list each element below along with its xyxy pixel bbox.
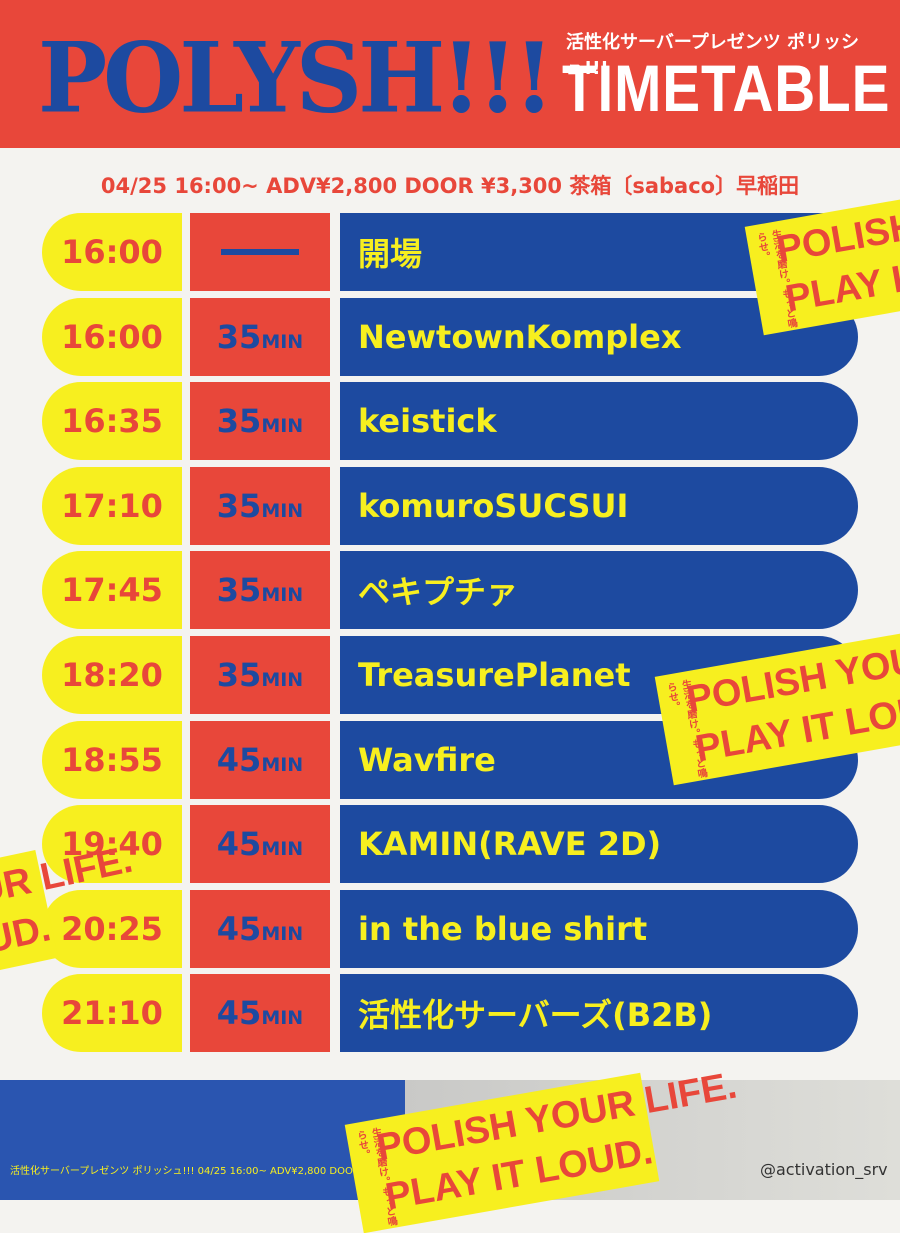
duration-number: 45	[216, 740, 262, 779]
time: 21:10	[42, 974, 182, 1053]
duration-number: 35	[216, 571, 262, 610]
time: 16:35	[42, 382, 182, 461]
title: TIMETABLE	[562, 51, 891, 125]
sticker-line: PLAY IT LOUD.	[0, 907, 55, 1004]
footer-text: 活性化サーバープレゼンツ ポリッシュ!!! 04/25 16:00~ ADV¥2…	[10, 1166, 398, 1177]
duration	[190, 213, 330, 291]
time: 17:10	[42, 466, 182, 545]
handle: @activation_srv	[760, 1160, 888, 1179]
duration-number: 35	[216, 486, 262, 525]
duration-unit: MIN	[261, 753, 304, 776]
time: 16:00	[42, 213, 182, 291]
duration-number: 45	[216, 825, 262, 864]
act: in the blue shirt	[340, 889, 858, 968]
duration-unit: MIN	[261, 499, 304, 522]
duration: 35 MIN	[190, 297, 330, 376]
duration-number: 35	[216, 317, 262, 356]
duration-number: 45	[216, 994, 262, 1033]
act: ペキプチァ	[340, 551, 858, 630]
duration-unit: MIN	[261, 330, 304, 353]
duration: 35 MIN	[190, 466, 330, 545]
duration: 35 MIN	[190, 551, 330, 630]
time: 17:45	[42, 551, 182, 630]
time: 20:25	[42, 889, 182, 968]
duration-unit: MIN	[261, 838, 304, 861]
act: 活性化サーバーズ(B2B)	[340, 974, 858, 1053]
act: komuroSUCSUI	[340, 466, 858, 545]
header: POLYSH!!! 活性化サーバープレゼンツ ポリッシュ!!! TIMETABL…	[0, 0, 900, 148]
logo: POLYSH!!!	[38, 21, 554, 135]
duration-number: 35	[216, 656, 262, 694]
dash	[221, 249, 299, 255]
time: 18:55	[42, 720, 182, 799]
time: 18:20	[42, 636, 182, 714]
duration: 45 MIN	[190, 805, 330, 884]
duration-unit: MIN	[261, 1007, 304, 1030]
time: 19:40	[42, 805, 182, 884]
duration: 35 MIN	[190, 382, 330, 461]
duration: 45 MIN	[190, 889, 330, 968]
duration: 35 MIN	[190, 636, 330, 714]
duration: 45 MIN	[190, 974, 330, 1053]
duration: 45 MIN	[190, 720, 330, 799]
duration-number: 45	[216, 909, 262, 948]
subtitle: 活性化サーバープレゼンツ ポリッシュ!!!	[566, 32, 860, 79]
act: KAMIN(RAVE 2D)	[340, 805, 858, 884]
act: keistick	[340, 382, 858, 461]
duration-unit: MIN	[261, 922, 304, 945]
event-info: 04/25 16:00~ ADV¥2,800 DOOR ¥3,300 茶箱〔sa…	[100, 174, 800, 198]
duration-unit: MIN	[261, 415, 304, 438]
duration-number: 35	[216, 402, 262, 441]
time: 16:00	[42, 297, 182, 376]
duration-unit: MIN	[261, 669, 304, 691]
duration-unit: MIN	[261, 584, 304, 607]
